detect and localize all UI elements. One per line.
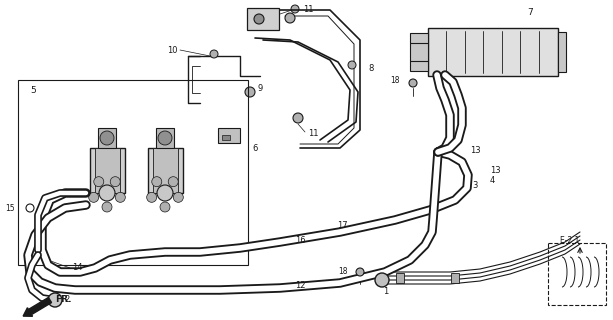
Circle shape bbox=[409, 79, 417, 87]
Circle shape bbox=[48, 293, 62, 307]
Text: E-2 1: E-2 1 bbox=[560, 236, 579, 244]
Bar bbox=[410, 33, 428, 71]
Bar bbox=[396, 273, 404, 283]
Bar bbox=[90, 148, 125, 193]
Text: 3: 3 bbox=[472, 180, 478, 189]
Circle shape bbox=[152, 177, 162, 187]
FancyArrow shape bbox=[23, 297, 51, 316]
Circle shape bbox=[375, 273, 389, 287]
Circle shape bbox=[102, 202, 112, 212]
Bar bbox=[451, 273, 459, 283]
Text: 18: 18 bbox=[338, 268, 348, 276]
Text: 9: 9 bbox=[258, 84, 263, 92]
Circle shape bbox=[285, 13, 295, 23]
Bar bbox=[558, 32, 566, 72]
Circle shape bbox=[160, 202, 170, 212]
Bar bbox=[95, 148, 120, 193]
Bar bbox=[153, 148, 178, 193]
Text: 4: 4 bbox=[490, 175, 495, 185]
Text: 11: 11 bbox=[308, 129, 319, 138]
Bar bbox=[428, 28, 558, 76]
Text: 15: 15 bbox=[6, 204, 15, 212]
Circle shape bbox=[348, 61, 356, 69]
Text: 7: 7 bbox=[527, 7, 533, 17]
Circle shape bbox=[245, 87, 255, 97]
Circle shape bbox=[356, 268, 364, 276]
Text: 18: 18 bbox=[390, 76, 400, 84]
Circle shape bbox=[100, 131, 114, 145]
Bar bbox=[98, 128, 116, 148]
Bar bbox=[18, 80, 248, 265]
Text: 10: 10 bbox=[167, 45, 177, 54]
Text: 16: 16 bbox=[295, 236, 306, 244]
Circle shape bbox=[89, 192, 99, 202]
Circle shape bbox=[254, 14, 264, 24]
Circle shape bbox=[158, 131, 172, 145]
Text: 8: 8 bbox=[368, 63, 373, 73]
Text: 13: 13 bbox=[470, 146, 481, 155]
Text: 2: 2 bbox=[64, 295, 69, 305]
Text: 14: 14 bbox=[72, 263, 83, 273]
Circle shape bbox=[115, 192, 125, 202]
Bar bbox=[222, 135, 230, 140]
Bar bbox=[218, 128, 240, 143]
Bar bbox=[548, 243, 606, 305]
Circle shape bbox=[210, 50, 218, 58]
Text: 17: 17 bbox=[337, 220, 348, 229]
Bar bbox=[148, 148, 183, 193]
Bar bbox=[247, 8, 279, 30]
Circle shape bbox=[157, 185, 173, 201]
Text: 13: 13 bbox=[490, 165, 501, 174]
Circle shape bbox=[147, 192, 157, 202]
Text: 1: 1 bbox=[383, 287, 389, 297]
Text: FR.: FR. bbox=[55, 295, 72, 305]
Text: 6: 6 bbox=[252, 143, 257, 153]
Text: 11: 11 bbox=[303, 4, 313, 13]
Circle shape bbox=[94, 177, 104, 187]
Bar bbox=[156, 128, 174, 148]
Circle shape bbox=[99, 185, 115, 201]
Circle shape bbox=[291, 5, 299, 13]
Text: 5: 5 bbox=[30, 85, 36, 94]
Circle shape bbox=[110, 177, 120, 187]
Circle shape bbox=[293, 113, 303, 123]
Circle shape bbox=[168, 177, 178, 187]
Circle shape bbox=[173, 192, 183, 202]
Text: 12: 12 bbox=[295, 281, 305, 290]
